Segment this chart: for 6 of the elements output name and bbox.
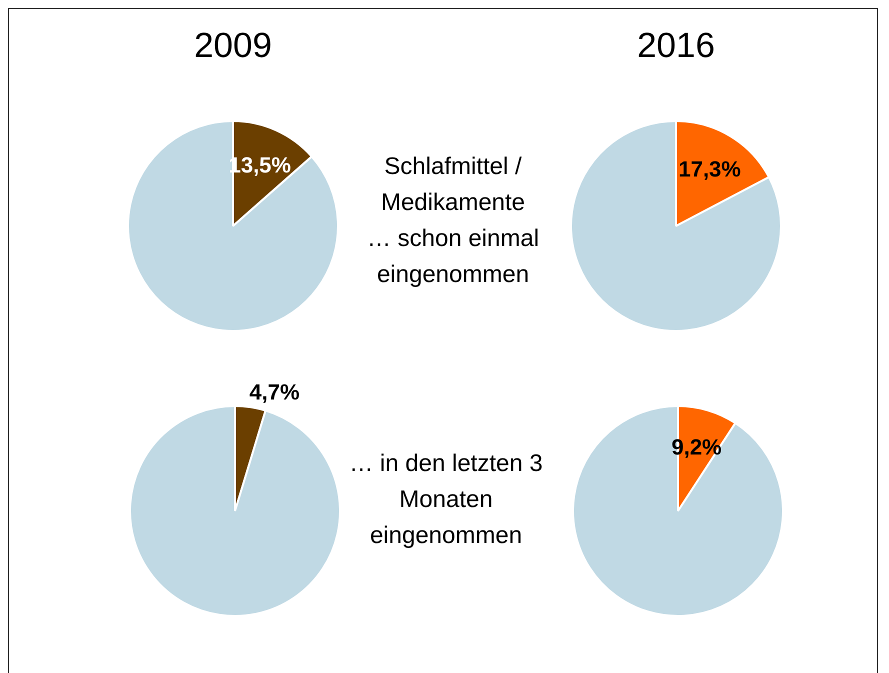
text: Schlafmittel / Medikamente … schon einmal eingenommen bbox=[366, 152, 540, 290]
text: … in den letzten 3 Monaten eingenommen bbox=[348, 449, 544, 551]
chart-title: 2009 bbox=[193, 25, 273, 67]
data-label: 4,7% bbox=[249, 379, 300, 404]
data-label: 17,3% bbox=[678, 156, 741, 182]
chart-title: 2016 bbox=[636, 25, 716, 67]
